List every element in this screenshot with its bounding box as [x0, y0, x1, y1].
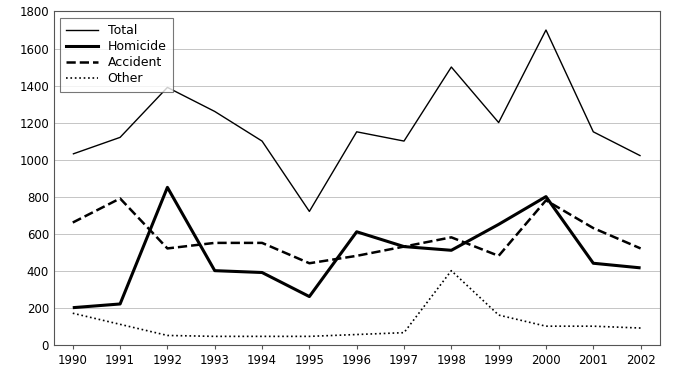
Accident — [211, 241, 219, 245]
Accident — [258, 241, 266, 245]
Total — [116, 135, 124, 140]
Homicide — [116, 302, 124, 306]
Other — [495, 313, 503, 318]
Total — [258, 139, 266, 143]
Other — [69, 311, 77, 316]
Other — [306, 334, 314, 339]
Homicide — [306, 294, 314, 299]
Homicide — [590, 261, 598, 265]
Homicide — [211, 268, 219, 273]
Total — [542, 28, 550, 32]
Accident — [495, 254, 503, 258]
Total — [590, 129, 598, 134]
Homicide — [258, 270, 266, 275]
Other — [637, 326, 645, 330]
Homicide — [637, 265, 645, 270]
Line: Accident: Accident — [73, 198, 641, 263]
Other — [542, 324, 550, 329]
Line: Other: Other — [73, 271, 641, 336]
Legend: Total, Homicide, Accident, Other: Total, Homicide, Accident, Other — [60, 18, 173, 92]
Accident — [400, 244, 408, 249]
Total — [495, 120, 503, 125]
Accident — [69, 220, 77, 225]
Other — [400, 331, 408, 335]
Total — [637, 154, 645, 158]
Total — [448, 65, 456, 69]
Accident — [306, 261, 314, 265]
Other — [116, 322, 124, 327]
Total — [211, 109, 219, 114]
Other — [211, 334, 219, 339]
Other — [448, 268, 456, 273]
Accident — [116, 196, 124, 201]
Total — [164, 85, 172, 90]
Homicide — [448, 248, 456, 253]
Homicide — [400, 244, 408, 249]
Other — [590, 324, 598, 329]
Total — [400, 139, 408, 143]
Total — [353, 129, 361, 134]
Accident — [164, 246, 172, 251]
Homicide — [542, 194, 550, 199]
Other — [258, 334, 266, 339]
Line: Total: Total — [73, 30, 641, 211]
Accident — [353, 254, 361, 258]
Other — [164, 333, 172, 338]
Other — [353, 332, 361, 337]
Line: Homicide: Homicide — [73, 187, 641, 308]
Homicide — [164, 185, 172, 190]
Accident — [637, 246, 645, 251]
Homicide — [69, 305, 77, 310]
Accident — [448, 235, 456, 240]
Accident — [590, 226, 598, 231]
Accident — [542, 198, 550, 203]
Homicide — [495, 222, 503, 227]
Total — [306, 209, 314, 214]
Total — [69, 152, 77, 156]
Homicide — [353, 229, 361, 234]
